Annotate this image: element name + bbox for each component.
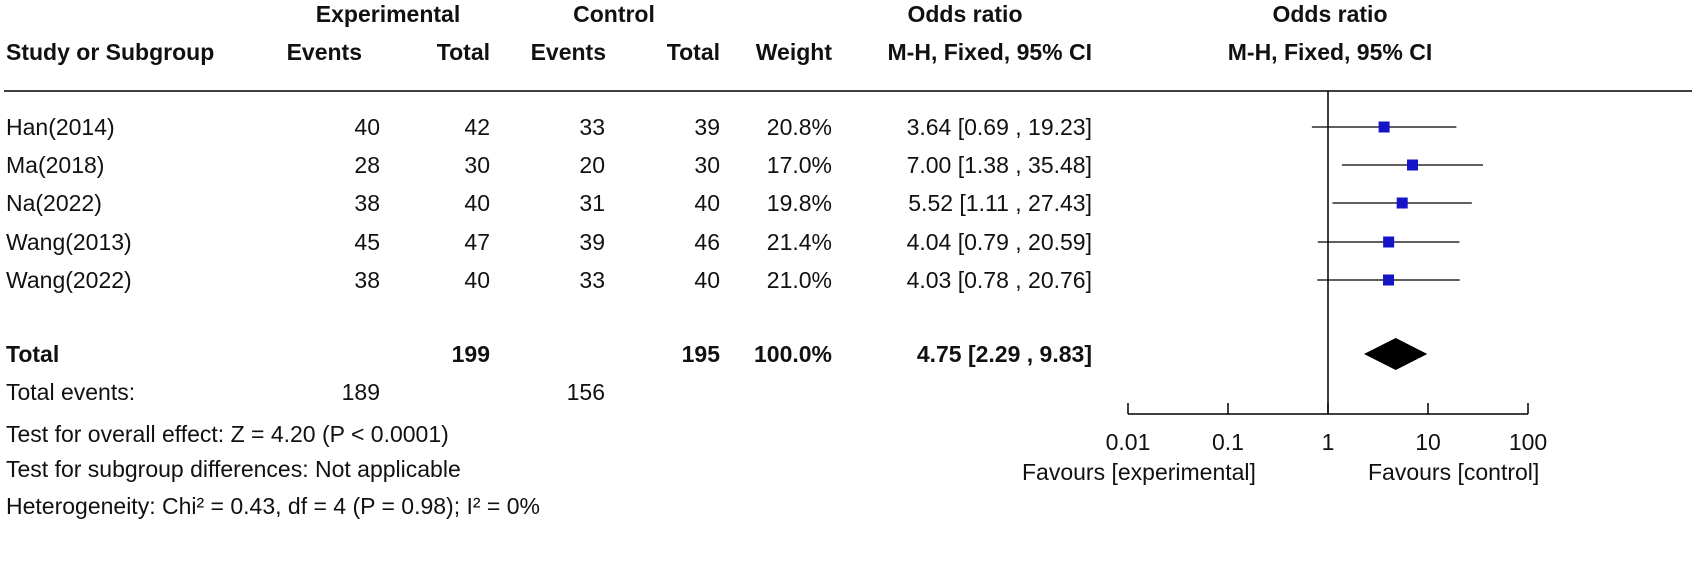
plot-title: Odds ratio (1272, 1, 1388, 27)
ci-cell: 5.52 [1.11 , 27.43] (908, 190, 1092, 216)
control-group-header: Control (573, 1, 655, 27)
exp-events-cell: 45 (354, 229, 380, 255)
heterogeneity-note: Heterogeneity: Chi² = 0.43, df = 4 (P = … (6, 493, 540, 519)
exp-total-cell: 30 (464, 152, 490, 178)
pooled-diamond (1363, 338, 1428, 370)
total-ci: 4.75 [2.29 , 9.83] (916, 341, 1092, 367)
exp-events-header: Events (286, 39, 362, 65)
x-axis-tick-label: 100 (1508, 429, 1548, 455)
ctl-events-cell: 31 (579, 190, 605, 216)
total-label: Total (6, 341, 60, 367)
exp-total-header: Total (436, 39, 490, 65)
ctl-total-cell: 30 (694, 152, 720, 178)
study-marker (1383, 274, 1395, 286)
ci-cell: 4.04 [0.79 , 20.59] (906, 229, 1092, 255)
odds-ratio-group-header: Odds ratio (907, 1, 1023, 27)
ctl-events-cell: 20 (579, 152, 605, 178)
x-axis-tick-label: 10 (1415, 429, 1441, 455)
ctl-events-header: Events (530, 39, 606, 65)
study-name: Ma(2018) (6, 152, 105, 178)
ctl-total-cell: 46 (694, 229, 720, 255)
weight-cell: 19.8% (766, 190, 832, 216)
total-ctl-events: 156 (566, 379, 605, 405)
exp-total-cell: 40 (464, 190, 490, 216)
study-name: Wang(2022) (6, 267, 132, 293)
ci-cell: 3.64 [0.69 , 19.23] (906, 114, 1092, 140)
method-header: M-H, Fixed, 95% CI (887, 39, 1092, 65)
ctl-total-cell: 39 (694, 114, 720, 140)
exp-events-cell: 38 (354, 267, 380, 293)
x-axis-tick-label: 0.1 (1212, 429, 1244, 455)
total-exp-events: 189 (341, 379, 380, 405)
total-weight: 100.0% (753, 341, 832, 367)
ctl-total-cell: 40 (694, 267, 720, 293)
weight-cell: 21.0% (766, 267, 832, 293)
study-marker (1378, 121, 1390, 133)
weight-cell: 20.8% (766, 114, 832, 140)
favours-control-label: Favours [control] (1368, 459, 1540, 485)
total-exp-total: 199 (451, 341, 490, 367)
exp-total-cell: 47 (464, 229, 490, 255)
ci-cell: 7.00 [1.38 , 35.48] (906, 152, 1092, 178)
ctl-total-header: Total (666, 39, 720, 65)
exp-events-cell: 28 (354, 152, 380, 178)
exp-events-cell: 40 (354, 114, 380, 140)
overall-effect-note: Test for overall effect: Z = 4.20 (P < 0… (6, 421, 449, 447)
total-ctl-total: 195 (681, 341, 720, 367)
weight-header: Weight (755, 39, 832, 65)
exp-events-cell: 38 (354, 190, 380, 216)
ctl-total-cell: 40 (694, 190, 720, 216)
plot-method-header: M-H, Fixed, 95% CI (1227, 39, 1433, 65)
x-axis-tick-label: 1 (1321, 429, 1335, 455)
study-name: Na(2022) (6, 190, 102, 216)
study-marker (1383, 236, 1395, 248)
exp-total-cell: 40 (464, 267, 490, 293)
ctl-events-cell: 33 (579, 114, 605, 140)
x-axis-tick-label: 0.01 (1105, 429, 1151, 455)
total-events-label: Total events: (6, 379, 136, 405)
study-marker (1396, 197, 1408, 209)
weight-cell: 17.0% (766, 152, 832, 178)
ctl-events-cell: 33 (579, 267, 605, 293)
study-column-header: Study or Subgroup (6, 39, 215, 65)
experimental-group-header: Experimental (315, 1, 461, 27)
exp-total-cell: 42 (464, 114, 490, 140)
ctl-events-cell: 39 (579, 229, 605, 255)
ci-cell: 4.03 [0.78 , 20.76] (906, 267, 1092, 293)
study-name: Wang(2013) (6, 229, 132, 255)
study-name: Han(2014) (6, 114, 115, 140)
weight-cell: 21.4% (766, 229, 832, 255)
study-marker (1407, 159, 1419, 171)
favours-experimental-label: Favours [experimental] (1022, 459, 1256, 485)
subgroup-note: Test for subgroup differences: Not appli… (6, 456, 461, 482)
